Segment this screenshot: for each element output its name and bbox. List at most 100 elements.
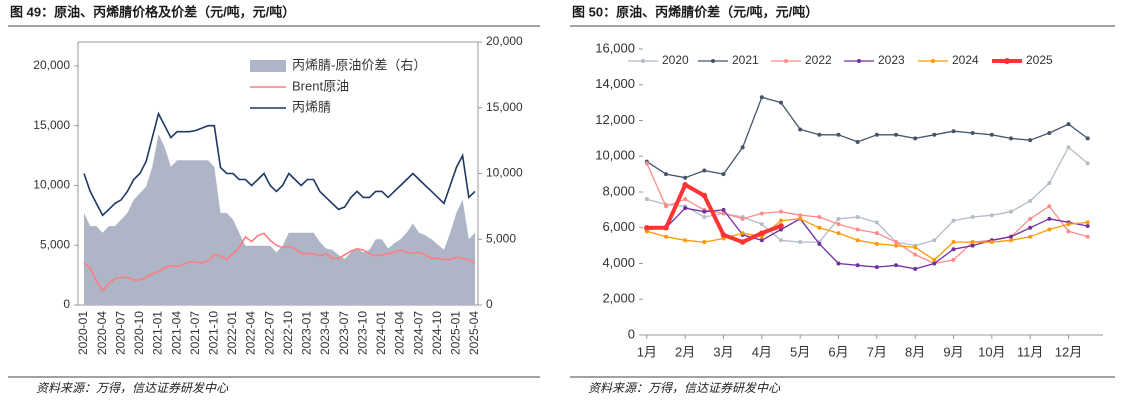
legend-label: 2022	[805, 53, 832, 67]
marker	[779, 100, 783, 105]
legend-label: 2024	[952, 53, 979, 67]
y-tick-label: 20,000	[33, 58, 70, 72]
x-tick-label: 12月	[1055, 344, 1082, 359]
marker	[721, 207, 726, 212]
x-tick-label: 5月	[790, 344, 810, 359]
line	[646, 218, 1088, 261]
marker	[664, 234, 668, 239]
marker	[1085, 136, 1090, 141]
marker	[798, 213, 803, 218]
marker	[874, 220, 879, 225]
marker	[836, 132, 841, 137]
x-tick-label: 1月	[637, 344, 657, 359]
marker	[970, 240, 975, 245]
y-tick-label: 6,000	[602, 219, 635, 234]
marker	[1066, 222, 1071, 227]
marker	[1009, 209, 1013, 214]
x-tick-label: 2020-01	[76, 311, 90, 355]
x-tick-label: 2025-01	[449, 311, 463, 355]
marker	[1028, 198, 1033, 203]
marker	[989, 240, 994, 245]
marker	[874, 241, 879, 246]
legend-marker	[1004, 58, 1010, 64]
legend-label: 2025	[1026, 53, 1053, 67]
x-tick-label: 2021-01	[151, 311, 165, 355]
line	[646, 182, 782, 245]
y-tick-label: 2,000	[602, 291, 635, 306]
marker	[989, 132, 994, 137]
legend-marker	[857, 59, 861, 63]
marker	[894, 240, 898, 245]
x-tick-label: 2022-07	[262, 311, 276, 355]
x-tick-label: 2023-01	[300, 311, 314, 355]
x-tick-label: 2020-04	[95, 311, 109, 355]
marker	[683, 206, 688, 211]
marker	[913, 136, 918, 141]
y2-tick-label: 10,000	[486, 166, 523, 180]
marker	[932, 261, 937, 266]
marker	[817, 132, 822, 137]
x-tick-label: 2月	[675, 344, 695, 359]
line	[646, 207, 1088, 270]
marker	[739, 239, 746, 245]
marker	[683, 238, 688, 243]
marker	[759, 211, 764, 216]
legend-label: Brent原油	[292, 78, 349, 93]
marker	[740, 145, 745, 150]
legend-label: 2021	[732, 53, 759, 67]
marker	[702, 215, 707, 220]
marker	[644, 161, 649, 166]
marker	[683, 175, 688, 180]
marker	[855, 215, 860, 220]
marker	[759, 222, 764, 227]
marker	[1028, 216, 1033, 221]
x-tick-label: 8月	[905, 344, 925, 359]
marker	[970, 243, 975, 248]
y2-tick-label: 20,000	[486, 34, 523, 48]
marker	[951, 129, 956, 134]
marker	[1047, 181, 1052, 186]
x-tick-label: 3月	[713, 344, 733, 359]
x-tick-label: 4月	[752, 344, 772, 359]
marker	[740, 216, 745, 221]
y2-tick-label: 15,000	[486, 100, 523, 114]
marker	[836, 261, 841, 266]
y-tick-label: 0	[628, 326, 635, 341]
x-tick-label: 2022-04	[244, 311, 258, 355]
source: 资料来源：万得，信达证券研发中心	[36, 381, 229, 395]
source: 资料来源：万得，信达证券研发中心	[588, 381, 781, 395]
x-tick-label: 2020-10	[132, 311, 146, 355]
marker	[913, 252, 918, 257]
legend-marker	[931, 59, 935, 63]
marker	[740, 231, 745, 236]
marker	[721, 172, 726, 177]
legend-label: 丙烯腈-原油价差（右）	[292, 57, 426, 72]
marker	[702, 168, 707, 173]
line	[83, 111, 476, 217]
marker	[874, 132, 879, 137]
line	[646, 146, 1089, 247]
y-tick-label: 10,000	[33, 178, 70, 192]
marker	[874, 265, 879, 270]
x-tick-label: 2025-04	[467, 311, 481, 355]
marker	[644, 197, 649, 202]
x-tick-label: 10月	[978, 344, 1005, 359]
marker	[1085, 223, 1090, 228]
marker	[817, 225, 822, 230]
y-tick-label: 14,000	[595, 76, 635, 91]
marker	[1066, 122, 1071, 127]
marker	[1009, 136, 1013, 141]
marker	[798, 127, 803, 132]
marker	[855, 263, 860, 268]
marker	[817, 215, 822, 220]
marker	[702, 209, 707, 214]
marker	[970, 215, 975, 220]
legend-swatch	[250, 60, 286, 72]
x-tick-label: 2021-07	[188, 311, 202, 355]
marker	[1085, 234, 1090, 239]
marker	[1085, 220, 1090, 225]
marker	[970, 131, 975, 136]
marker	[932, 257, 937, 262]
marker	[951, 218, 956, 223]
